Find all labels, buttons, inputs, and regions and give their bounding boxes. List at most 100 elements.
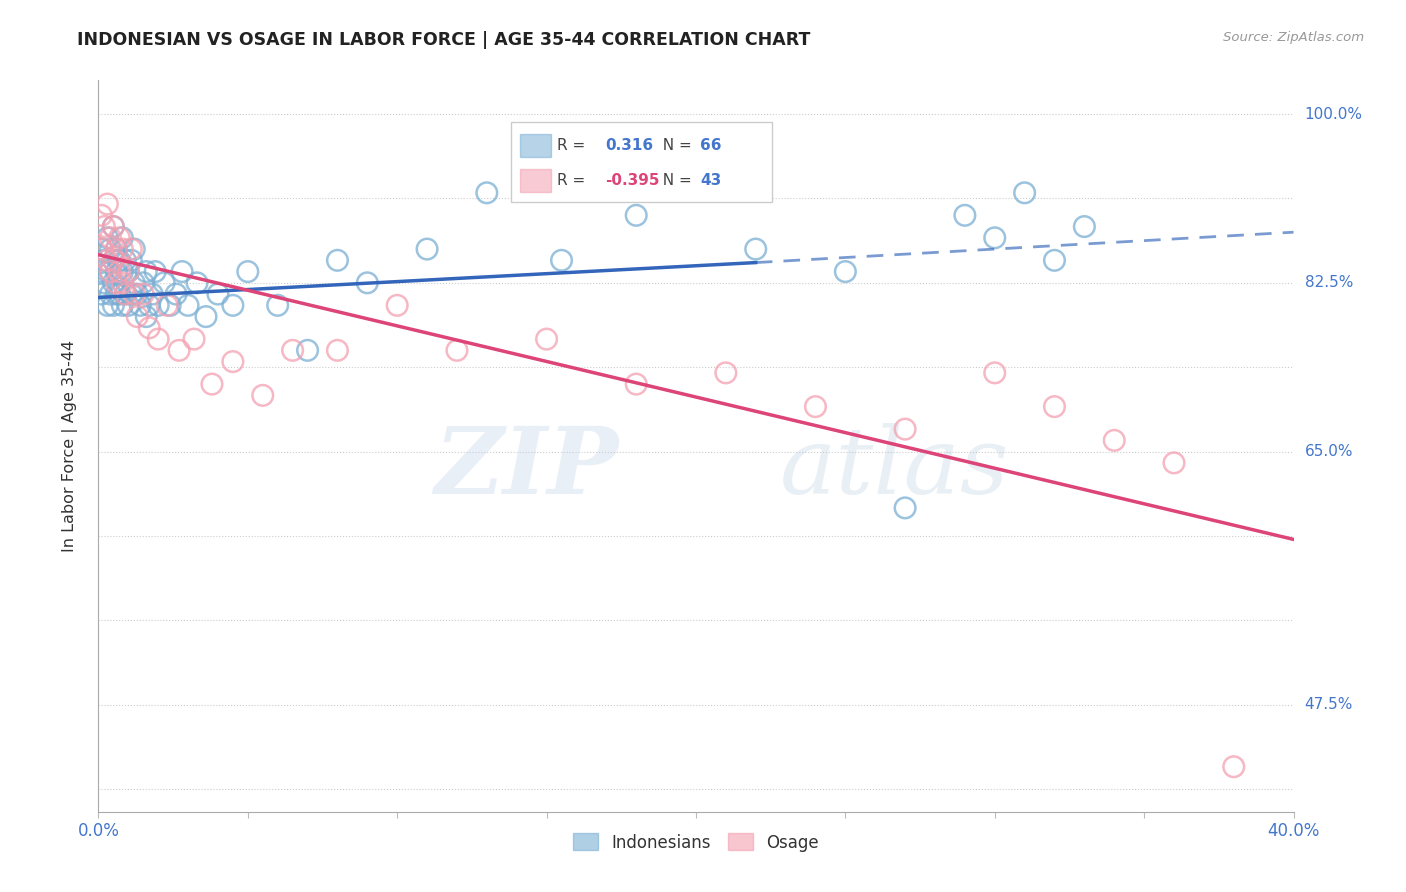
Point [111,242,134,256]
Point [124,242,146,256]
Text: R =: R = [557,173,591,187]
Point [96,197,118,211]
Point [156,298,179,312]
FancyBboxPatch shape [520,134,551,157]
Point [117,298,139,312]
Point [446,343,468,358]
Point [105,276,128,290]
Point [105,242,128,256]
Point [326,253,349,268]
Point [714,366,737,380]
Point [124,287,146,301]
Text: ZIP: ZIP [434,423,619,513]
Point [135,264,157,278]
Point [105,242,128,256]
Text: 66: 66 [700,138,723,153]
Point [129,298,152,312]
Point [297,343,319,358]
Point [127,287,149,301]
Point [222,298,245,312]
Point [385,298,409,312]
Point [356,276,378,290]
Text: 43: 43 [700,173,721,187]
Point [186,276,208,290]
Point [103,219,125,234]
Point [207,287,229,301]
Point [114,253,136,268]
Point [98,264,122,278]
Text: -0.395: -0.395 [605,173,659,187]
Point [108,253,131,268]
Point [745,242,768,256]
Point [124,276,146,290]
Point [90,287,112,301]
Text: INDONESIAN VS OSAGE IN LABOR FORCE | AGE 35-44 CORRELATION CHART: INDONESIAN VS OSAGE IN LABOR FORCE | AGE… [77,31,811,49]
Text: Source: ZipAtlas.com: Source: ZipAtlas.com [1223,31,1364,45]
Point [98,264,122,278]
Point [416,242,439,256]
Point [111,231,134,245]
Point [148,332,170,346]
Point [626,208,648,222]
Point [98,242,122,256]
Legend: Indonesians, Osage: Indonesians, Osage [567,827,825,858]
Point [326,343,349,358]
Point [252,388,274,402]
Point [120,242,142,256]
Point [108,231,131,245]
Point [550,253,572,268]
Point [281,343,304,358]
Point [267,298,290,312]
Point [1043,400,1066,414]
Point [117,264,139,278]
Point [167,343,190,358]
Point [111,276,134,290]
Point [159,298,181,312]
Point [165,287,187,301]
Text: 100.0%: 100.0% [1305,106,1362,121]
Point [984,366,1007,380]
Point [1163,456,1185,470]
Point [105,264,128,278]
Point [201,377,224,392]
Point [132,287,155,301]
Point [111,264,134,278]
Point [103,253,125,268]
Point [626,377,648,392]
Point [148,298,170,312]
Point [183,332,205,346]
Point [141,287,163,301]
Point [135,310,157,324]
Point [120,253,142,268]
Point [1104,434,1126,448]
Text: R =: R = [557,138,591,153]
Point [153,276,176,290]
Point [804,400,827,414]
Point [953,208,976,222]
Text: 82.5%: 82.5% [1305,276,1353,290]
Point [98,287,122,301]
Point [90,208,112,222]
Y-axis label: In Labor Force | Age 35-44: In Labor Force | Age 35-44 [62,340,77,552]
Text: N =: N = [652,138,696,153]
Point [90,242,112,256]
Point [120,287,142,301]
Point [96,253,118,268]
Point [93,219,115,234]
Point [114,287,136,301]
Text: 65.0%: 65.0% [1305,444,1353,459]
Point [93,276,115,290]
Point [138,321,160,335]
Point [834,264,856,278]
Point [114,287,136,301]
Point [103,253,125,268]
Point [138,298,160,312]
Text: N =: N = [652,173,696,187]
Point [103,298,125,312]
FancyBboxPatch shape [510,122,772,202]
Text: 47.5%: 47.5% [1305,698,1353,713]
Point [172,264,194,278]
Point [96,298,118,312]
Point [1043,253,1066,268]
Point [96,231,118,245]
